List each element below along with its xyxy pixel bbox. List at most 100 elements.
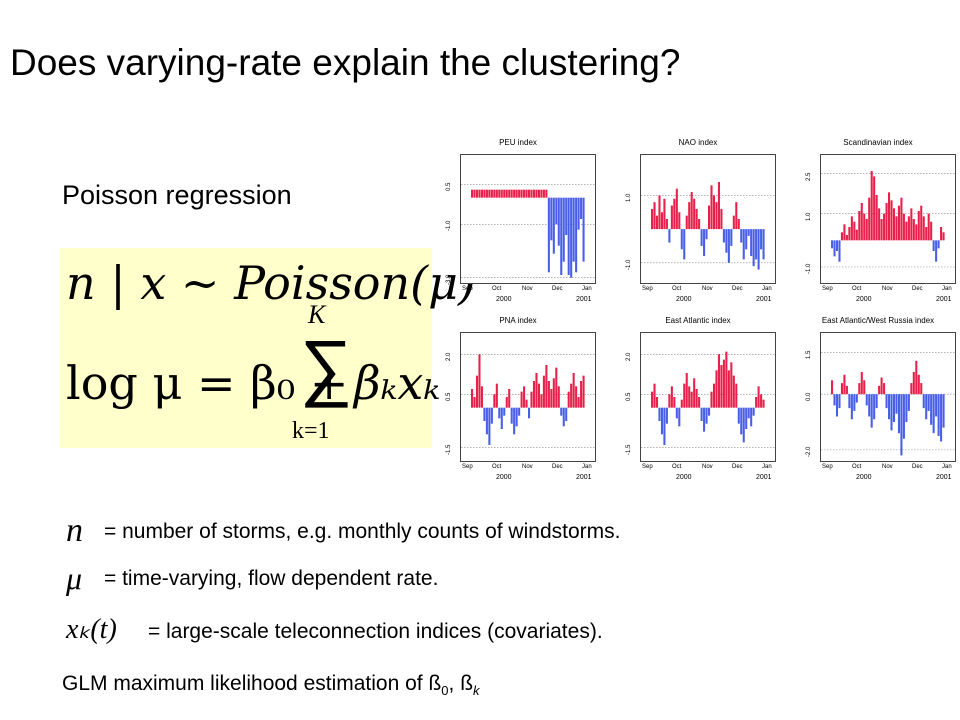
index-bar bbox=[550, 197, 553, 241]
index-bar bbox=[858, 383, 861, 395]
equation-box: n | x ~ Poisson(μ) log μ = β₀ + K ∑ k=1 … bbox=[60, 248, 476, 448]
index-bar bbox=[932, 394, 935, 434]
index-bar bbox=[537, 189, 540, 198]
glm-sub-0: 0 bbox=[441, 683, 449, 699]
x-tick-label: Jan bbox=[762, 464, 772, 470]
y-tick-label: 0.5 bbox=[446, 392, 452, 402]
index-bar bbox=[760, 394, 763, 408]
index-bar bbox=[518, 189, 521, 198]
index-bar bbox=[863, 380, 866, 395]
index-bar bbox=[868, 197, 871, 241]
index-bar bbox=[670, 205, 673, 230]
x-axis-labels: Sep Oct Nov Dec Jan bbox=[640, 286, 776, 296]
index-bar bbox=[537, 383, 540, 408]
index-bar bbox=[892, 208, 896, 241]
index-bar bbox=[925, 227, 928, 241]
index-bar bbox=[542, 189, 545, 198]
index-bar bbox=[515, 407, 518, 427]
index-bar bbox=[915, 224, 918, 241]
teleconnection-panels: PEU index -3.0 -1.0 0.5 Sep Oct Nov Dec Jan 2000 2… bbox=[438, 138, 960, 488]
y-tick-label: -2.0 bbox=[806, 446, 812, 457]
year-label: 2000 bbox=[856, 474, 872, 481]
index-bar bbox=[905, 221, 908, 241]
index-bar bbox=[493, 189, 496, 198]
index-bar bbox=[873, 176, 876, 241]
index-bar bbox=[878, 385, 881, 395]
index-bar bbox=[582, 197, 585, 262]
index-bar bbox=[675, 407, 678, 419]
x-axis-labels: Sep Oct Nov Dec Jan bbox=[820, 286, 956, 296]
index-panel: NAO index -1.0 1.0 Sep Oct Nov Dec Jan 2000 2001 bbox=[618, 138, 778, 310]
index-bar bbox=[513, 407, 516, 435]
index-bar bbox=[520, 391, 523, 408]
x-axis-labels: Sep Oct Nov Dec Jan bbox=[460, 464, 596, 474]
index-bar bbox=[555, 197, 558, 225]
index-bar bbox=[685, 215, 688, 230]
index-bar bbox=[480, 189, 483, 198]
panel-plot-area bbox=[460, 332, 596, 462]
index-bar bbox=[848, 227, 851, 241]
index-bar bbox=[582, 375, 585, 408]
index-bar bbox=[540, 189, 543, 198]
index-bar bbox=[483, 189, 486, 198]
x-tick-label: Oct bbox=[672, 464, 682, 470]
index-bar bbox=[742, 407, 745, 443]
glm-sub-k: k bbox=[473, 683, 480, 699]
index-bar bbox=[927, 213, 930, 241]
index-bar bbox=[865, 394, 868, 406]
index-bar bbox=[897, 205, 900, 241]
index-bar bbox=[675, 188, 678, 230]
index-panel: PNA index -1.5 0.5 2.0 Sep Oct Nov Dec Jan 2000 20… bbox=[438, 316, 598, 488]
index-bar bbox=[715, 202, 718, 230]
index-bar bbox=[930, 394, 933, 425]
index-bar bbox=[503, 407, 506, 416]
index-bar bbox=[547, 197, 550, 273]
index-bar bbox=[897, 394, 900, 434]
x-axis-labels: Sep Oct Nov Dec Jan bbox=[640, 464, 776, 474]
index-bar bbox=[555, 367, 558, 408]
index-bar bbox=[760, 229, 763, 250]
index-bar bbox=[865, 219, 868, 241]
index-bar bbox=[717, 354, 720, 408]
index-bar bbox=[471, 189, 474, 198]
index-bar bbox=[560, 407, 563, 416]
index-bar bbox=[710, 391, 713, 408]
x-tick-label: Oct bbox=[492, 464, 502, 470]
index-bar bbox=[653, 383, 656, 408]
index-bar bbox=[902, 213, 905, 241]
year-label: 2001 bbox=[576, 474, 592, 481]
slide-subtitle: Poisson regression bbox=[62, 180, 292, 210]
index-bar bbox=[870, 394, 873, 428]
index-bar bbox=[860, 371, 863, 395]
index-bar bbox=[505, 189, 508, 198]
index-bar bbox=[925, 394, 928, 420]
index-bar bbox=[485, 189, 488, 198]
index-bar bbox=[917, 374, 920, 395]
index-bar bbox=[880, 219, 883, 241]
y-tick-label: -1.0 bbox=[446, 220, 452, 232]
index-bar bbox=[737, 407, 740, 424]
index-bar bbox=[508, 189, 511, 198]
year-label: 2000 bbox=[496, 296, 512, 303]
index-bar bbox=[920, 205, 923, 241]
y-tick-label: -1.0 bbox=[806, 263, 812, 274]
panel-title: East Atlantic index bbox=[665, 316, 731, 325]
y-tick-label: 2.0 bbox=[626, 352, 632, 362]
index-panel: Scandinavian index -1.0 1.0 2.5 Sep Oct Nov Dec… bbox=[798, 138, 958, 310]
index-bar bbox=[683, 383, 686, 408]
index-bar bbox=[562, 197, 565, 262]
index-bar bbox=[535, 373, 538, 408]
index-bar bbox=[658, 407, 661, 421]
x-tick-label: Sep bbox=[642, 286, 653, 292]
index-bar bbox=[720, 365, 723, 408]
index-bar bbox=[495, 189, 498, 198]
index-bar bbox=[653, 202, 656, 230]
index-bar bbox=[873, 394, 876, 420]
year-label: 2001 bbox=[756, 296, 772, 303]
index-bar bbox=[528, 189, 531, 198]
index-bar bbox=[717, 181, 720, 230]
x-tick-label: Sep bbox=[462, 286, 473, 292]
index-bar bbox=[863, 213, 866, 241]
index-bar bbox=[745, 407, 748, 429]
symbol-n: n bbox=[66, 512, 83, 549]
